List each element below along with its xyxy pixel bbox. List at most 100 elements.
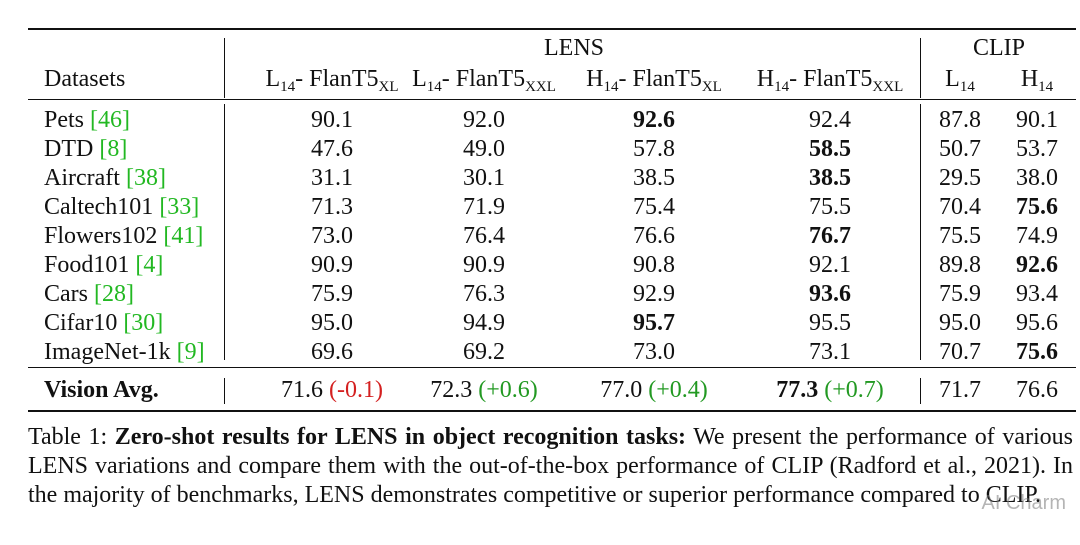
dataset-name: Pets [46] [44, 106, 130, 134]
header-rule [28, 99, 1076, 100]
table-cell: 38.5 [633, 165, 675, 191]
table-cell: 76.6 [633, 223, 675, 249]
summary-value: 72.3 [430, 377, 473, 403]
dataset-name: Cifar10 [30] [44, 309, 163, 337]
column-header: L14- FlanT5XXL [412, 65, 556, 95]
summary-delta: (+0.7) [824, 377, 884, 403]
column-header-size: XL [701, 79, 722, 95]
table-cell: 90.9 [463, 252, 505, 278]
table-cell: 95.5 [809, 310, 851, 336]
summary-value: 76.6 [1016, 377, 1058, 403]
summary-cell: 71.6 (-0.1) [281, 376, 383, 404]
summary-value: 71.7 [939, 377, 981, 403]
caption-prefix: Table 1: [28, 424, 115, 450]
table-cell: 90.9 [311, 252, 353, 278]
dataset-name: ImageNet-1k [9] [44, 338, 205, 366]
column-header: H14 [1020, 65, 1053, 95]
table-cell: 95.6 [1016, 310, 1058, 336]
summary-cell: 77.0 (+0.4) [600, 376, 708, 404]
citation-link: [4] [135, 252, 164, 278]
summary-cell: 71.7 [939, 376, 981, 404]
column-header-model: - FlanT5 [789, 66, 873, 92]
table-cell: 70.4 [939, 194, 981, 220]
column-header-sub: 14 [959, 79, 975, 95]
table-cell: 71.9 [463, 194, 505, 220]
column-header-size: XL [378, 79, 399, 95]
column-header-base: L [412, 66, 427, 92]
column-header-base: L [945, 66, 960, 92]
table-cell: 49.0 [463, 136, 505, 162]
table-cell: 90.1 [311, 107, 353, 133]
table-cell: 38.5 [809, 165, 851, 191]
dataset-name: Cars [28] [44, 280, 134, 308]
column-header-model: - FlanT5 [618, 66, 702, 92]
column-header-size: XXL [872, 79, 904, 95]
group-header-clip: CLIP [972, 35, 1026, 61]
divider-header-left [224, 38, 225, 98]
table-cell: 73.0 [311, 223, 353, 249]
table-cell: 29.5 [939, 165, 981, 191]
table-cell: 95.7 [633, 310, 675, 336]
dataset-name: Food101 [4] [44, 251, 163, 279]
table-cell: 92.9 [633, 281, 675, 307]
table-cell: 92.4 [809, 107, 851, 133]
table-cell: 75.5 [809, 194, 851, 220]
divider-summary-right [920, 378, 921, 404]
citation-link: [28] [94, 281, 134, 307]
divider-body-left [224, 104, 225, 360]
table-cell: 53.7 [1016, 136, 1058, 162]
column-header: L14 [945, 65, 975, 95]
summary-value: 77.3 [776, 377, 819, 403]
table-cell: 89.8 [939, 252, 981, 278]
summary-delta: (+0.4) [648, 377, 708, 403]
table-cell: 76.7 [809, 223, 851, 249]
table-cell: 69.2 [463, 339, 505, 365]
table-cell: 50.7 [939, 136, 981, 162]
table-cell: 69.6 [311, 339, 353, 365]
citation-link: [38] [125, 165, 166, 191]
dataset-label: Flowers102 [44, 223, 164, 249]
table-cell: 31.1 [311, 165, 353, 191]
divider-body-right [920, 104, 921, 360]
dataset-label: Pets [44, 107, 91, 133]
table-cell: 90.1 [1016, 107, 1058, 133]
table-cell: 75.6 [1016, 339, 1058, 365]
summary-value: 71.6 [281, 377, 324, 403]
column-header-model: - FlanT5 [295, 66, 379, 92]
summary-value: 77.0 [600, 377, 643, 403]
dataset-label: Cars [44, 281, 94, 307]
column-header-sub: 14 [426, 79, 442, 95]
table-cell: 58.5 [809, 136, 851, 162]
summary-rule [28, 367, 1076, 368]
divider-summary-left [224, 378, 225, 404]
caption-lead: Zero-shot results for LENS in object rec… [114, 424, 687, 450]
table-cell: 73.1 [809, 339, 851, 365]
column-header: H14- FlanT5XL [586, 65, 722, 95]
table-caption: Table 1: Zero-shot results for LENS in o… [28, 423, 1073, 510]
dataset-label: ImageNet-1k [44, 339, 177, 365]
column-header-base: H [756, 66, 775, 92]
dataset-label: Cifar10 [44, 310, 124, 336]
bottom-rule [28, 410, 1076, 412]
watermark-text: AI Charm [981, 492, 1066, 514]
table-cell: 38.0 [1016, 165, 1058, 191]
table-cell: 75.9 [311, 281, 353, 307]
table-cell: 75.4 [633, 194, 675, 220]
column-header-sub: 14 [280, 79, 296, 95]
dataset-label: Aircraft [44, 165, 126, 191]
table-cell: 92.1 [809, 252, 851, 278]
table-cell: 75.9 [939, 281, 981, 307]
table-cell: 73.0 [633, 339, 675, 365]
column-header: L14- FlanT5XL [266, 65, 399, 95]
table-cell: 92.6 [1016, 252, 1058, 278]
column-header-base: H [1020, 66, 1039, 92]
dataset-label: DTD [44, 136, 100, 162]
table-cell: 95.0 [311, 310, 353, 336]
datasets-column-header: Datasets [44, 66, 126, 92]
table-cell: 93.4 [1016, 281, 1058, 307]
table-cell: 57.8 [633, 136, 675, 162]
table-cell: 87.8 [939, 107, 981, 133]
table-cell: 92.6 [633, 107, 675, 133]
table-cell: 70.7 [939, 339, 981, 365]
summary-cell: 72.3 (+0.6) [430, 376, 538, 404]
